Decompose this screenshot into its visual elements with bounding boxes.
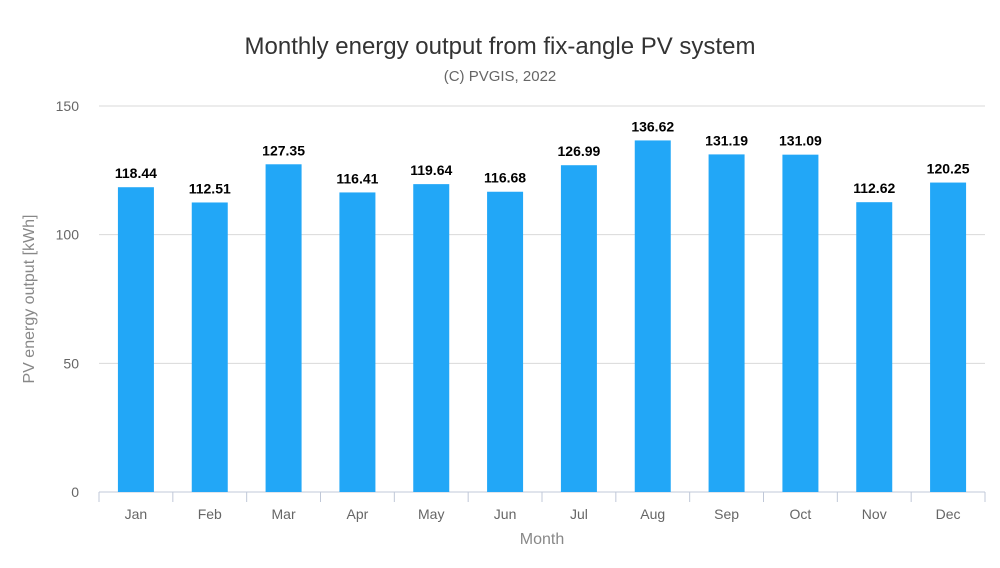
bar-feb: [191, 202, 228, 492]
y-tick-label: 150: [56, 98, 80, 114]
data-label-apr: 116.41: [336, 170, 378, 186]
x-tick-label-may: May: [418, 506, 444, 522]
data-label-aug: 136.62: [631, 118, 674, 134]
bar-nov: [856, 202, 893, 492]
x-tick-label-dec: Dec: [936, 506, 961, 522]
x-axis-title: Month: [520, 531, 564, 548]
data-label-jul: 126.99: [558, 143, 601, 159]
x-tick-label-sep: Sep: [714, 506, 739, 522]
data-label-dec: 120.25: [927, 161, 970, 177]
bar-jun: [487, 191, 524, 492]
x-tick-label-jan: Jan: [125, 506, 148, 522]
data-label-nov: 112.62: [853, 180, 895, 196]
bar-sep: [708, 154, 745, 492]
bar-oct: [782, 154, 819, 492]
data-label-oct: 131.09: [779, 133, 822, 149]
chart-subtitle: (C) PVGIS, 2022: [443, 68, 557, 85]
x-tick-label-mar: Mar: [272, 506, 296, 522]
y-tick-label: 50: [63, 355, 79, 371]
bar-jan: [117, 187, 154, 492]
data-label-mar: 127.35: [262, 142, 305, 158]
y-tick-label: 0: [71, 484, 79, 500]
x-tick-label-apr: Apr: [347, 506, 369, 522]
data-label-sep: 131.19: [705, 132, 748, 148]
bar-jul: [560, 165, 597, 492]
x-tick-label-jul: Jul: [570, 506, 588, 522]
chart-title: Monthly energy output from fix-angle PV …: [244, 33, 756, 60]
bar-dec: [930, 182, 967, 492]
bar-may: [413, 184, 450, 492]
data-label-jun: 116.68: [484, 170, 526, 186]
x-tick-label-oct: Oct: [790, 506, 812, 522]
x-tick-label-jun: Jun: [494, 506, 517, 522]
bar-apr: [339, 192, 376, 492]
x-tick-label-feb: Feb: [198, 506, 222, 522]
x-tick-label-nov: Nov: [862, 506, 887, 522]
x-tick-label-aug: Aug: [640, 506, 665, 522]
y-axis-title: PV energy output [kWh]: [21, 215, 38, 384]
data-label-feb: 112.51: [189, 180, 231, 196]
bar-aug: [634, 140, 671, 492]
data-label-jan: 118.44: [115, 165, 157, 181]
data-label-may: 119.64: [410, 162, 452, 178]
y-tick-label: 100: [56, 227, 80, 243]
bar-mar: [265, 164, 302, 492]
